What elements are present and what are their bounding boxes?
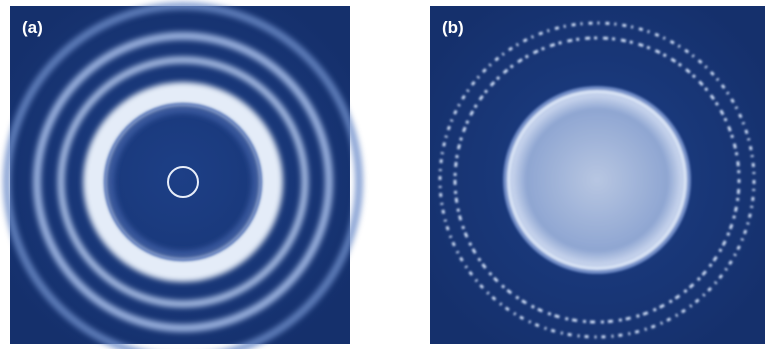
panel-a: (a): [7, 6, 359, 349]
figure: (a) (b): [0, 0, 765, 349]
panel-label: (b): [442, 18, 464, 37]
panel-label: (a): [22, 18, 43, 37]
panel-b: (b): [430, 6, 765, 344]
diffuse-disk: [503, 86, 691, 274]
